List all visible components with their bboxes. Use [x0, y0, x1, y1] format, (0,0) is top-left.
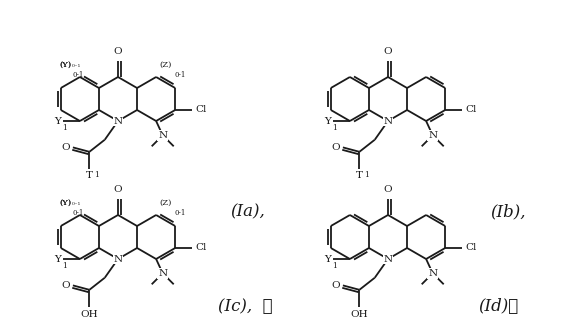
Text: 0-1: 0-1: [174, 71, 185, 79]
Text: (Id)。: (Id)。: [478, 299, 518, 316]
Text: O: O: [61, 143, 70, 152]
Text: 1: 1: [332, 262, 338, 270]
Text: 1: 1: [365, 171, 369, 180]
Text: N: N: [384, 116, 393, 126]
Text: N: N: [428, 131, 437, 140]
Text: (Z): (Z): [159, 199, 172, 207]
Text: Y: Y: [324, 254, 331, 264]
Text: N: N: [113, 254, 123, 264]
Text: Cl: Cl: [465, 106, 477, 114]
Text: (Y): (Y): [60, 61, 72, 69]
Text: N: N: [428, 269, 437, 278]
Text: OH: OH: [81, 310, 98, 319]
Text: 1: 1: [62, 124, 67, 132]
Text: N: N: [384, 254, 393, 264]
Text: 0-1: 0-1: [174, 209, 185, 217]
Text: Y: Y: [55, 116, 62, 126]
Text: 1: 1: [62, 262, 67, 270]
Text: O: O: [384, 47, 392, 57]
Text: O: O: [113, 47, 122, 57]
Text: Y: Y: [55, 254, 62, 264]
Text: Y: Y: [324, 116, 331, 126]
Text: (Y): (Y): [60, 199, 72, 207]
Text: N: N: [158, 269, 167, 278]
Text: ₀₋₁: ₀₋₁: [72, 199, 81, 207]
Text: (Z): (Z): [159, 61, 172, 69]
Text: 0-1: 0-1: [73, 209, 84, 217]
Text: 0-1: 0-1: [73, 71, 84, 79]
Text: (Ic),  或: (Ic), 或: [218, 299, 272, 316]
Text: (Ib),: (Ib),: [490, 203, 525, 220]
Text: 1: 1: [332, 124, 338, 132]
Text: (Ia),: (Ia),: [230, 203, 265, 220]
Text: N: N: [158, 131, 167, 140]
Text: (Y): (Y): [60, 61, 72, 69]
Text: Cl: Cl: [196, 106, 207, 114]
Text: OH: OH: [351, 310, 368, 319]
Text: O: O: [113, 185, 122, 195]
Text: T: T: [356, 171, 363, 181]
Text: N: N: [113, 116, 123, 126]
Text: O: O: [331, 143, 340, 152]
Text: O: O: [384, 185, 392, 195]
Text: O: O: [331, 281, 340, 290]
Text: Cl: Cl: [196, 244, 207, 252]
Text: (Y): (Y): [60, 199, 72, 207]
Text: T: T: [86, 171, 93, 181]
Text: O: O: [61, 281, 70, 290]
Text: Cl: Cl: [465, 244, 477, 252]
Text: 1: 1: [94, 171, 99, 180]
Text: ₀₋₁: ₀₋₁: [72, 61, 81, 69]
